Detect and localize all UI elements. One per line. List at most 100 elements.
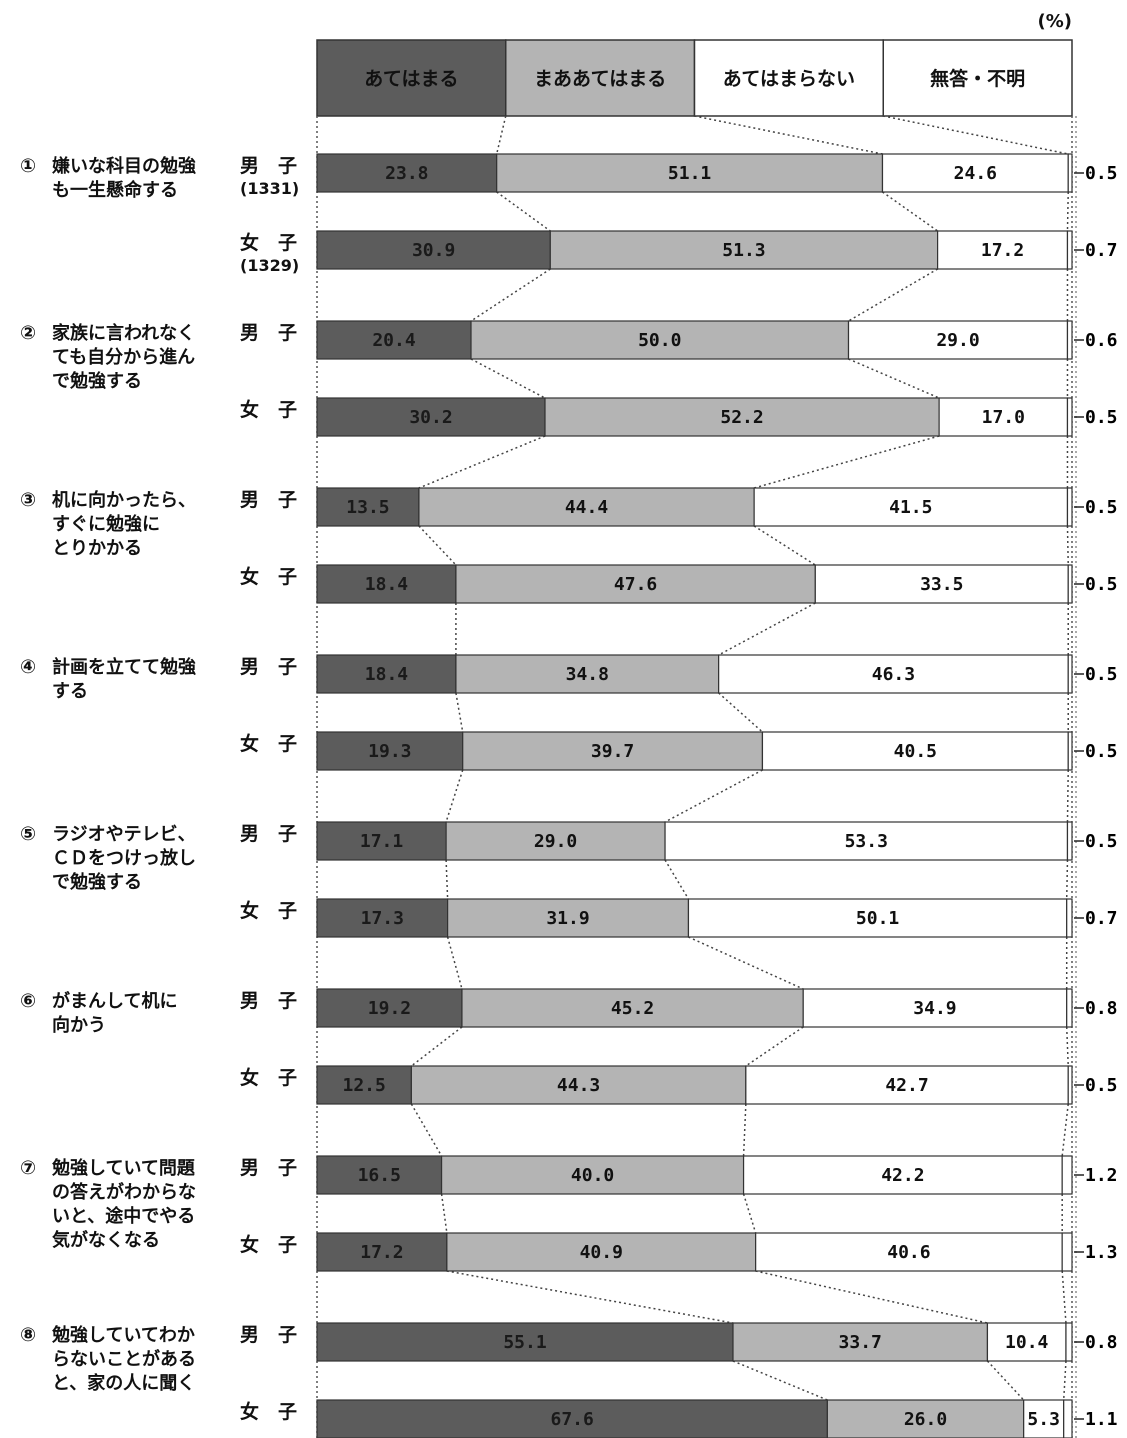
group-label: 女 子	[240, 1233, 297, 1256]
connector-line	[848, 268, 938, 322]
bar-segment	[470, 320, 850, 360]
question-text: する	[52, 681, 88, 702]
connector-line	[418, 525, 457, 566]
group-label: 女 子	[240, 231, 297, 254]
data-label: 51.1	[668, 163, 711, 184]
connector-line	[732, 1360, 828, 1401]
data-label: 41.5	[889, 497, 932, 518]
connector-line	[1066, 525, 1069, 566]
bar-segment	[316, 1322, 734, 1362]
data-label-small: 1.1	[1085, 1409, 1118, 1430]
connector-line	[986, 1360, 1025, 1401]
connector-line	[753, 525, 816, 566]
question-text: 家族に言われなく	[52, 322, 195, 344]
item-number: ⑧	[20, 1324, 36, 1346]
data-label-small: 0.6	[1085, 330, 1118, 351]
connector-line	[470, 358, 546, 399]
data-label-small: 0.5	[1085, 664, 1118, 685]
question-text: の答えがわからな	[52, 1181, 196, 1203]
bar-segment	[847, 320, 1069, 360]
connector-line	[742, 1103, 747, 1157]
connector-line	[455, 692, 464, 733]
data-label: 17.2	[981, 240, 1024, 261]
group-label: 男 子	[240, 1157, 297, 1179]
connector-line	[440, 1193, 448, 1234]
bar-segment	[687, 898, 1068, 938]
data-label-small: 0.7	[1085, 908, 1118, 929]
question-text: 嫌いな科目の勉強	[52, 155, 196, 177]
question-text: 勉強していてわか	[51, 1324, 195, 1346]
question-text: 机に向かったら、	[52, 489, 196, 511]
group-label: 女 子	[240, 565, 297, 588]
bar-segment	[1067, 1065, 1073, 1105]
item-number: ⑦	[20, 1157, 36, 1179]
data-label-small: 0.5	[1085, 163, 1118, 184]
bar-segment	[447, 898, 690, 938]
question-text: ＣＤをつけっ放し	[52, 847, 196, 869]
item-number: ②	[20, 322, 36, 344]
group-label: 女 子	[240, 1066, 297, 1089]
item-number: ④	[20, 656, 36, 678]
question-text: で勉強する	[52, 370, 142, 392]
data-label: 13.5	[346, 497, 389, 518]
connector-line	[1066, 191, 1069, 232]
bar-segment	[316, 988, 463, 1028]
data-label: 40.9	[580, 1242, 623, 1263]
question-text: も一生懸命する	[52, 179, 178, 201]
bar-segment	[316, 564, 457, 604]
bar-segment	[1066, 397, 1073, 437]
group-label: 女 子	[240, 398, 297, 421]
data-label: 18.4	[365, 574, 409, 595]
data-label: 45.2	[611, 998, 654, 1019]
bar-segment	[316, 1065, 412, 1105]
bar-segment	[1066, 988, 1073, 1028]
question-text: ても自分から進ん	[52, 346, 195, 368]
question-text: 計画を立てて勉強	[52, 656, 196, 678]
question-text: 向かう	[52, 1014, 106, 1036]
bar-segment	[1061, 1155, 1073, 1195]
question-text: と、家の人に聞く	[52, 1372, 195, 1394]
bar-segment	[745, 1065, 1069, 1105]
data-label: 50.0	[638, 330, 681, 351]
connector-line	[1061, 1270, 1067, 1324]
bar-segment	[802, 988, 1068, 1028]
bar-segment	[1063, 1399, 1073, 1438]
data-label: 17.3	[361, 908, 404, 929]
legend-label: まああてはまる	[534, 68, 666, 90]
bar-segment	[496, 153, 884, 193]
item-number: ⑤	[20, 823, 36, 845]
data-label: 17.2	[360, 1242, 403, 1263]
group-label: 男 子	[240, 1324, 297, 1346]
connector-line	[1066, 769, 1069, 823]
data-label: 51.3	[722, 240, 765, 261]
data-label-small: 0.7	[1085, 240, 1118, 261]
data-label: 67.6	[551, 1409, 594, 1430]
data-label: 29.0	[534, 831, 577, 852]
data-label: 46.3	[872, 664, 915, 685]
connector-line	[883, 115, 1069, 155]
data-label: 5.3	[1027, 1409, 1060, 1430]
data-label: 47.6	[614, 574, 657, 595]
bar-segment	[445, 821, 666, 861]
data-label: 16.5	[358, 1165, 401, 1186]
bar-segment	[1061, 1232, 1073, 1272]
question-text: とりかかる	[52, 538, 142, 559]
connector-line	[742, 1193, 757, 1234]
connector-line	[1065, 859, 1069, 900]
data-label: 23.8	[385, 163, 428, 184]
bar-segment	[1065, 1322, 1073, 1362]
group-label: 男 子	[240, 489, 297, 511]
data-label: 55.1	[503, 1332, 546, 1353]
data-label: 42.7	[885, 1075, 928, 1096]
data-label: 10.4	[1005, 1332, 1049, 1353]
unit-label: (%)	[1038, 11, 1073, 32]
connector-line	[745, 1026, 804, 1067]
question-text: らないことがある	[52, 1348, 196, 1370]
group-label: 女 子	[240, 1400, 297, 1423]
legend-box	[316, 39, 507, 117]
data-label-small: 0.5	[1085, 497, 1118, 518]
connector-line	[470, 268, 551, 322]
group-label: 女 子	[240, 732, 297, 755]
bar-segment	[826, 1399, 1025, 1438]
data-label-small: 1.2	[1085, 1165, 1118, 1186]
